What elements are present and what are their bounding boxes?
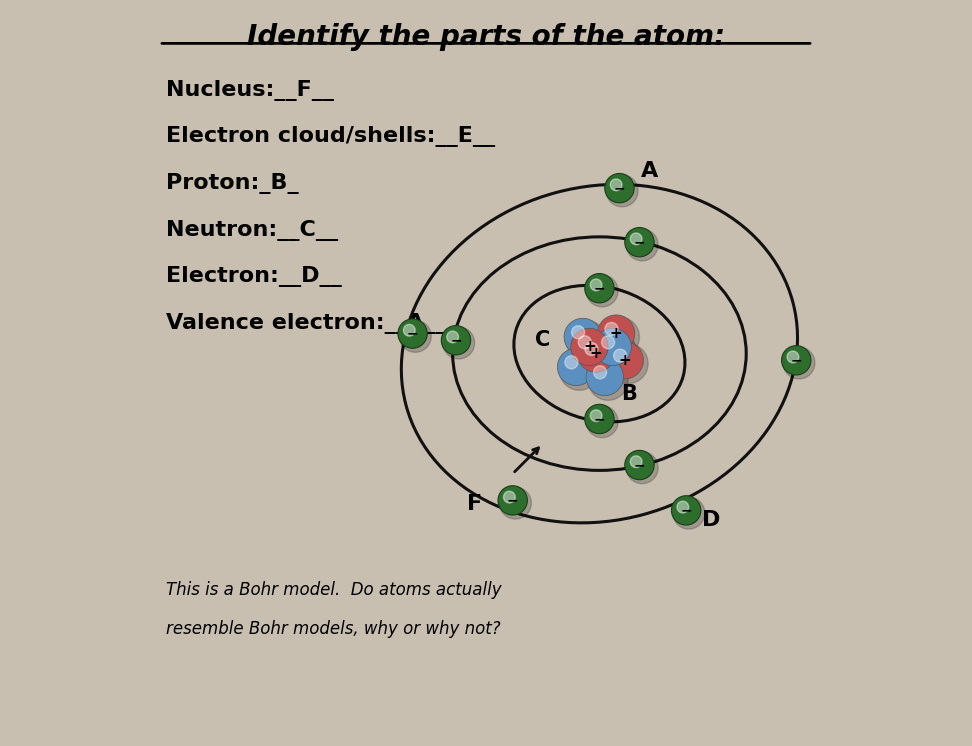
Circle shape [590, 410, 602, 421]
Circle shape [650, 742, 662, 746]
Circle shape [607, 175, 639, 207]
Circle shape [613, 349, 627, 362]
Circle shape [586, 275, 618, 307]
Circle shape [625, 228, 654, 257]
Text: −: − [634, 235, 645, 249]
Text: −: − [613, 181, 625, 195]
Circle shape [596, 330, 636, 370]
Circle shape [600, 317, 640, 357]
Text: −: − [594, 412, 606, 426]
Text: +: + [583, 339, 596, 354]
Circle shape [498, 486, 528, 515]
Circle shape [564, 319, 602, 356]
Circle shape [605, 174, 634, 203]
Circle shape [586, 358, 623, 395]
Text: D: D [703, 510, 720, 530]
Circle shape [646, 737, 678, 746]
Text: +: + [590, 346, 603, 361]
Text: −: − [653, 744, 665, 746]
Text: Electron:__D__: Electron:__D__ [166, 266, 341, 287]
Circle shape [585, 274, 614, 303]
Circle shape [590, 279, 602, 291]
Circle shape [673, 497, 705, 529]
Circle shape [441, 325, 470, 355]
Circle shape [565, 356, 578, 369]
Circle shape [585, 342, 598, 356]
Text: C: C [536, 330, 550, 351]
Circle shape [644, 736, 675, 746]
Text: Electron cloud/shells:__E__: Electron cloud/shells:__E__ [166, 126, 495, 147]
Circle shape [403, 325, 415, 336]
Circle shape [630, 233, 642, 245]
Text: B: B [621, 383, 638, 404]
Text: Proton:_B_: Proton:_B_ [166, 173, 298, 194]
Circle shape [399, 320, 432, 352]
Text: −: − [790, 354, 802, 367]
Text: Neutron:__C__: Neutron:__C__ [166, 219, 338, 241]
Circle shape [594, 328, 632, 366]
Circle shape [677, 501, 689, 513]
Circle shape [672, 496, 701, 525]
Circle shape [503, 491, 515, 503]
Circle shape [500, 487, 532, 519]
Circle shape [566, 320, 607, 360]
Circle shape [586, 406, 618, 438]
Circle shape [594, 366, 607, 379]
Text: −: − [407, 327, 418, 341]
Text: F: F [468, 494, 482, 514]
Text: A: A [641, 161, 658, 181]
Circle shape [608, 344, 648, 383]
Text: −: − [680, 504, 692, 518]
Text: −: − [634, 458, 645, 472]
Circle shape [781, 345, 811, 375]
Circle shape [598, 315, 635, 352]
Circle shape [585, 404, 614, 433]
Text: resemble Bohr models, why or why not?: resemble Bohr models, why or why not? [166, 620, 501, 638]
Circle shape [610, 179, 622, 191]
Circle shape [602, 336, 614, 349]
Text: Nucleus:__F__: Nucleus:__F__ [166, 80, 333, 101]
Circle shape [578, 336, 591, 349]
Circle shape [588, 360, 628, 401]
Circle shape [625, 451, 654, 480]
Circle shape [626, 451, 658, 483]
Circle shape [787, 351, 799, 363]
Circle shape [560, 351, 600, 390]
Text: Identify the parts of the atom:: Identify the parts of the atom: [247, 23, 725, 51]
Circle shape [607, 342, 643, 379]
Circle shape [571, 328, 608, 366]
Text: Valence electron:__A__: Valence electron:__A__ [166, 313, 446, 334]
Text: −: − [594, 281, 606, 295]
Circle shape [630, 456, 642, 468]
Text: −: − [450, 333, 462, 348]
Text: +: + [609, 326, 622, 341]
Text: This is a Bohr model.  Do atoms actually: This is a Bohr model. Do atoms actually [166, 581, 502, 600]
Circle shape [557, 348, 595, 386]
Circle shape [398, 319, 428, 348]
Circle shape [579, 337, 619, 377]
Text: −: − [506, 493, 518, 507]
Circle shape [572, 326, 584, 339]
Circle shape [442, 327, 474, 359]
Circle shape [626, 229, 658, 261]
Text: +: + [618, 353, 631, 368]
Circle shape [577, 335, 614, 372]
Circle shape [605, 322, 618, 336]
Circle shape [573, 330, 612, 370]
Circle shape [447, 331, 459, 343]
Circle shape [782, 347, 815, 379]
